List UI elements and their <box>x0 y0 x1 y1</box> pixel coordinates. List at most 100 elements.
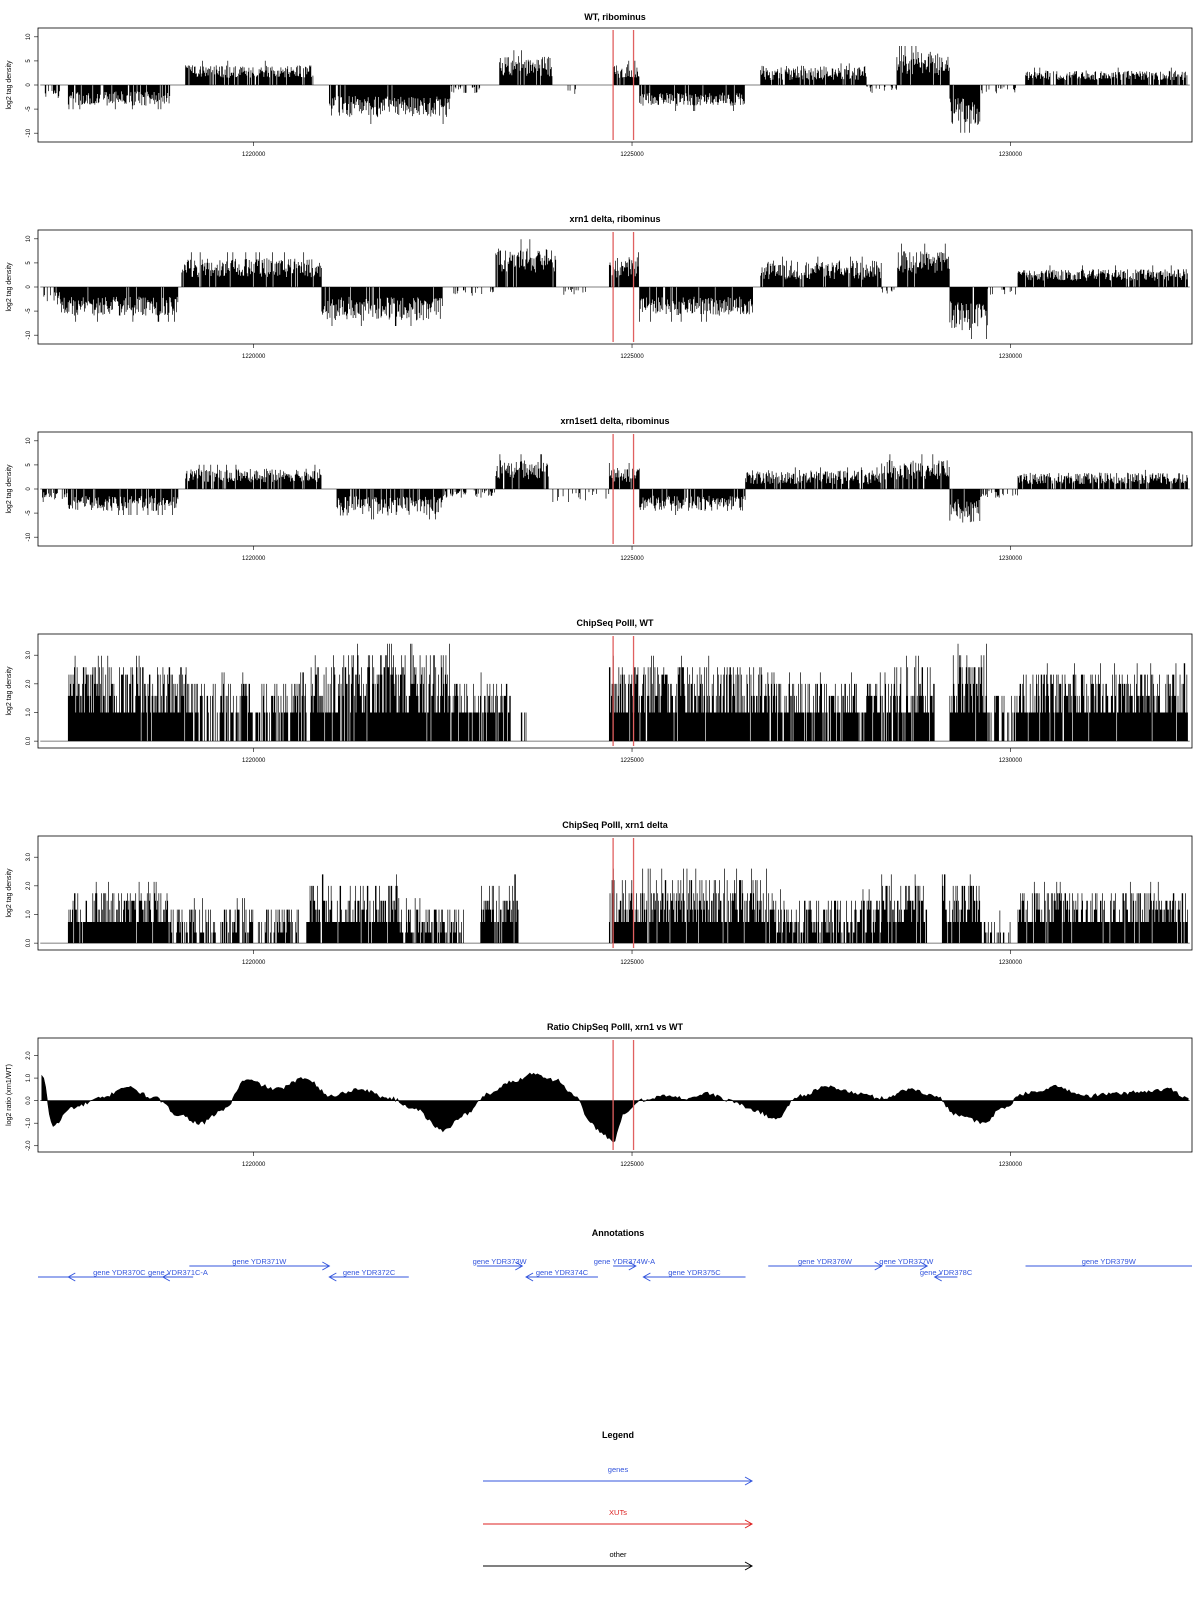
y-axis-label: log2 tag density <box>6 262 13 312</box>
bar-series <box>43 239 1188 340</box>
y-tick-label: 5 <box>26 59 32 63</box>
gene-label: gene YDR378C <box>920 1268 973 1277</box>
y-tick-label: 5 <box>26 261 32 265</box>
y-tick-label: 0.0 <box>26 938 32 947</box>
gene-annotation: gene YDR375C <box>642 1268 746 1282</box>
gene-annotation: gene YDR370C <box>67 1268 171 1282</box>
legend-label: XUTs <box>609 1508 627 1517</box>
legend-item-XUTs: XUTs <box>483 1508 754 1529</box>
y-tick-label: 3.0 <box>26 650 32 659</box>
legend-item-genes: genes <box>483 1465 754 1486</box>
gene-annotation: gene YDR371C-A <box>148 1268 208 1282</box>
y-tick-label: -1.0 <box>26 1117 32 1128</box>
y-tick-label: 3.0 <box>26 852 32 861</box>
y-tick-label: -5 <box>26 308 32 314</box>
y-tick-label: 2.0 <box>26 1051 32 1060</box>
x-tick-label: 1225000 <box>620 152 644 158</box>
chart-panel-4: ChipSeq PolII, WT log2 tag density 0.0 1.0 2… <box>6 618 1193 764</box>
chart-panel-1: WT, ribominus log2 tag density -10 -5 0 5 10 12… <box>6 12 1193 158</box>
ratio-area <box>41 1072 1189 1143</box>
y-tick-label: 10 <box>26 437 32 444</box>
x-tick-label: 1225000 <box>620 1162 644 1168</box>
chart-title: ChipSeq PolII, WT <box>577 618 654 628</box>
arrow-left-icon <box>328 1272 337 1282</box>
x-tick-label: 1220000 <box>242 354 266 360</box>
y-tick-label: 0 <box>26 285 32 289</box>
gene-label: gene YDR371C-A <box>148 1268 208 1277</box>
legend: Legend genes XUTs other <box>483 1430 754 1571</box>
x-tick-label: 1225000 <box>620 354 644 360</box>
y-axis-label: log2 tag density <box>6 464 13 514</box>
arrow-left-icon <box>642 1272 651 1282</box>
x-tick-label: 1220000 <box>242 152 266 158</box>
y-tick-label: -10 <box>26 532 32 541</box>
gene-annotation: gene YDR374C <box>525 1268 598 1282</box>
chart-panel-6: Ratio ChipSeq PolII, xrn1 vs WT log2 rati… <box>6 1022 1193 1168</box>
arrow-left-icon <box>933 1272 942 1282</box>
y-tick-label: 0.0 <box>26 1096 32 1105</box>
gene-label: gene YDR370C <box>93 1268 146 1277</box>
x-tick-label: 1225000 <box>620 960 644 966</box>
gene-annotation: gene YDR371W <box>189 1257 331 1271</box>
legend-title: Legend <box>602 1430 634 1440</box>
bar-series <box>42 454 1188 523</box>
y-tick-label: 0.0 <box>26 736 32 745</box>
arrow-left-icon <box>161 1272 171 1282</box>
chart-title: Ratio ChipSeq PolII, xrn1 vs WT <box>547 1022 684 1032</box>
legend-label: other <box>609 1550 627 1559</box>
series <box>40 643 1190 742</box>
arrow-right-icon <box>628 1261 637 1271</box>
arrow-right-icon <box>874 1261 883 1271</box>
series <box>40 45 1190 133</box>
gene-label: gene YDR371W <box>232 1257 287 1266</box>
arrow-right-icon <box>515 1261 524 1271</box>
plot-frame <box>37 633 1193 749</box>
series <box>40 454 1190 523</box>
y-tick-label: 0 <box>26 487 32 491</box>
arrow-right-icon <box>744 1561 754 1571</box>
x-tick-label: 1230000 <box>999 758 1023 764</box>
bar-series <box>67 643 1188 742</box>
y-axis-label: log2 tag density <box>6 60 13 110</box>
x-tick-label: 1230000 <box>999 556 1023 562</box>
gene-annotation: gene YDR377W <box>879 1257 934 1271</box>
arrow-right-icon <box>322 1261 331 1271</box>
gene-annotation: gene YDR372C <box>328 1268 409 1282</box>
y-axis-label: log2 ratio (xrn1/WT) <box>6 1064 13 1126</box>
x-tick-label: 1225000 <box>620 758 644 764</box>
gene-label: gene YDR374W-A <box>594 1257 655 1266</box>
y-tick-label: -2.0 <box>26 1140 32 1151</box>
y-tick-label: 0 <box>26 83 32 87</box>
gene-annotation: gene YDR373W <box>473 1257 528 1271</box>
gene-label: gene YDR374C <box>536 1268 589 1277</box>
x-tick-label: 1230000 <box>999 152 1023 158</box>
arrow-right-icon <box>744 1519 754 1529</box>
gene-annotation: gene YDR378C <box>920 1268 973 1282</box>
arrow-left-icon <box>525 1272 534 1282</box>
legend-label: genes <box>608 1465 629 1474</box>
arrow-left-icon <box>67 1272 76 1282</box>
y-tick-label: 2.0 <box>26 881 32 890</box>
gene-annotation: gene YDR379W <box>1025 1257 1192 1267</box>
chart-title: xrn1set1 delta, ribominus <box>560 416 669 426</box>
gene-label: gene YDR372C <box>343 1268 396 1277</box>
y-tick-label: -10 <box>26 330 32 339</box>
y-tick-label: 1.0 <box>26 910 32 919</box>
series <box>40 868 1190 944</box>
x-tick-label: 1220000 <box>242 1162 266 1168</box>
x-tick-label: 1225000 <box>620 556 644 562</box>
arrow-right-icon <box>919 1261 929 1271</box>
gene-annotation: gene YDR374W-A <box>594 1257 655 1271</box>
chart-panel-5: ChipSeq PolII, xrn1 delta log2 tag densit… <box>6 820 1193 966</box>
chart-panel-3: xrn1set1 delta, ribominus log2 tag densit… <box>6 416 1193 562</box>
gene-annotation: gene YDR376W <box>768 1257 883 1271</box>
legend-item-other: other <box>483 1550 754 1571</box>
gene-label: gene YDR377W <box>879 1257 934 1266</box>
y-tick-label: 5 <box>26 463 32 467</box>
y-tick-label: 10 <box>26 33 32 40</box>
gene-label: gene YDR373W <box>473 1257 528 1266</box>
x-tick-label: 1220000 <box>242 960 266 966</box>
x-tick-label: 1220000 <box>242 758 266 764</box>
arrow-right-icon <box>744 1476 754 1486</box>
